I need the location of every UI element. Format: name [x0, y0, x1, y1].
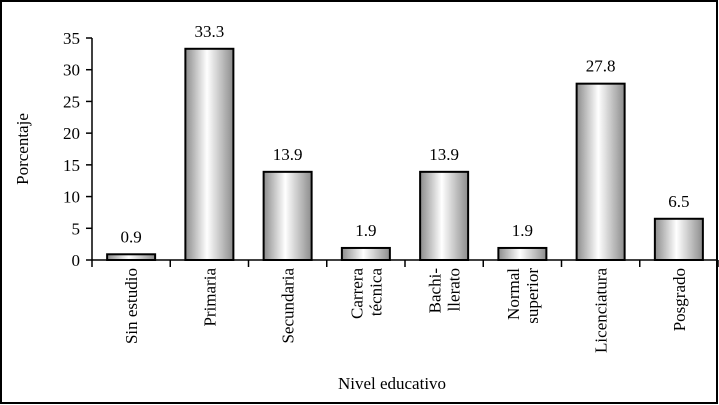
y-tick-label: 0: [72, 251, 81, 270]
category-label: Normal superior: [504, 268, 542, 324]
category-label-line: Secundaria: [279, 268, 298, 344]
data-label: 1.9: [355, 221, 376, 240]
bar: [575, 82, 626, 261]
bars: [106, 47, 704, 262]
category-label-line: Normal: [504, 268, 523, 320]
data-label: 1.9: [512, 221, 533, 240]
category-label-line: superior: [523, 268, 542, 324]
category-label-line: Posgrado: [670, 268, 689, 331]
data-label: 0.9: [121, 227, 142, 246]
category-label-line: Licenciatura: [592, 268, 611, 353]
data-label: 33.3: [195, 22, 225, 41]
y-axis-title: Porcentaje: [13, 113, 32, 185]
data-label: 13.9: [273, 145, 303, 164]
x-axis-title: Nivel educativo: [338, 374, 446, 393]
y-tick-label: 25: [63, 92, 80, 111]
bar: [340, 246, 391, 262]
data-label: 27.8: [586, 57, 616, 76]
data-labels: 0.9 33.3 13.9 1.9 13.9 1.9 27.8 6.5: [121, 22, 690, 247]
category-label: Secundaria: [279, 268, 298, 344]
y-tick-label: 30: [63, 61, 80, 80]
bar: [653, 217, 704, 261]
y-tick-label: 35: [63, 29, 80, 48]
category-label-line: Sin estudio: [122, 268, 141, 344]
bar: [262, 170, 313, 261]
bar: [497, 246, 548, 262]
category-label: Bachi-llerato: [426, 268, 464, 314]
bar: [106, 253, 157, 261]
bar: [184, 47, 235, 262]
category-label-line: Primaria: [200, 268, 219, 327]
y-tick-label: 20: [63, 124, 80, 143]
y-tick-label: 15: [63, 156, 80, 175]
category-labels: Sin estudio Primaria Secundaria Carrera técn…: [122, 268, 689, 353]
category-label-line: Bachi-: [426, 268, 445, 314]
category-label-line: Carrera: [347, 268, 366, 319]
data-label: 13.9: [429, 145, 459, 164]
category-label: Licenciatura: [592, 268, 611, 353]
category-label: Posgrado: [670, 268, 689, 331]
data-label: 6.5: [668, 192, 689, 211]
category-label: Primaria: [200, 268, 219, 327]
category-label-line: técnica: [366, 268, 385, 317]
category-label: Carrera técnica: [347, 268, 385, 319]
y-axis: 0 5 10 15 20 25 30 35: [63, 29, 93, 270]
y-tick-label: 10: [63, 188, 80, 207]
x-axis: [91, 259, 719, 267]
category-label-line: llerato: [445, 268, 464, 311]
bar: [419, 170, 470, 261]
category-label: Sin estudio: [122, 268, 141, 344]
y-tick-label: 5: [72, 219, 81, 238]
